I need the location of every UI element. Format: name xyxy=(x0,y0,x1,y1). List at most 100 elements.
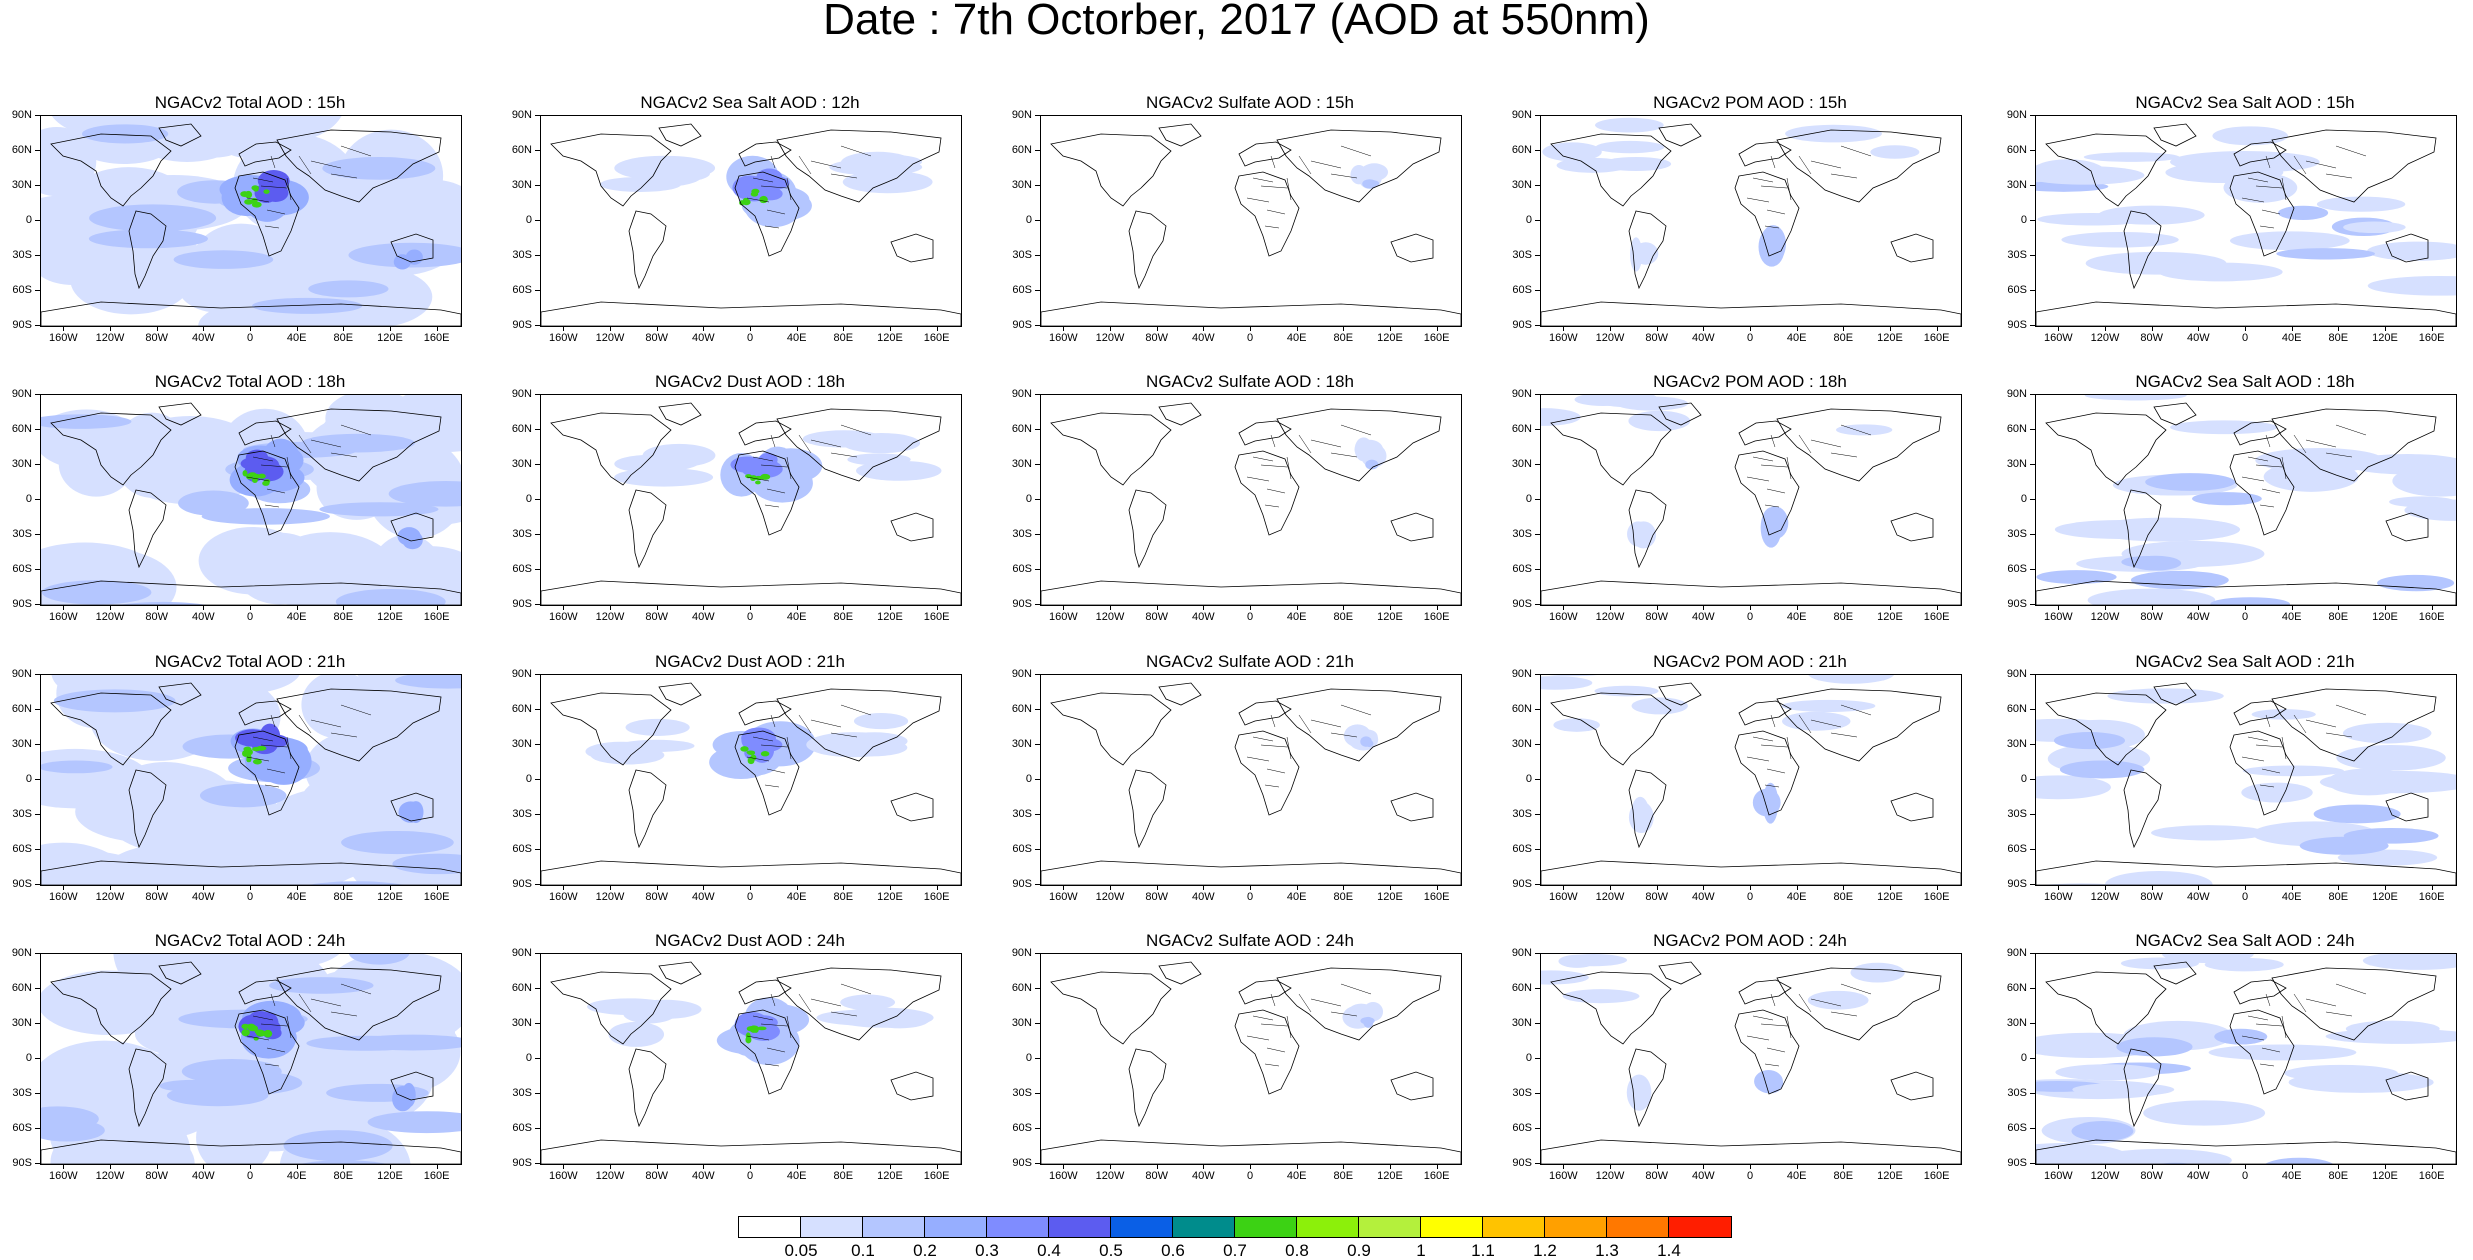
country-border xyxy=(1340,424,1372,436)
coastline xyxy=(1276,408,1442,482)
latitude-label: 30S xyxy=(2007,1087,2027,1099)
latitude-tick xyxy=(1535,394,1540,395)
country-border xyxy=(2255,1023,2283,1027)
longitude-tick xyxy=(1436,326,1438,331)
coastline xyxy=(1628,210,1667,290)
longitude-label: 40E xyxy=(286,891,307,903)
aod-patch xyxy=(335,588,446,605)
latitude-label: 30S xyxy=(1512,249,1532,261)
latitude-label: 0 xyxy=(2020,214,2027,226)
longitude-tick xyxy=(1703,1164,1705,1169)
country-border xyxy=(1746,476,1770,482)
map-frame xyxy=(40,953,462,1165)
country-border xyxy=(766,768,786,774)
country-border xyxy=(1310,439,1342,448)
latitude-tick xyxy=(535,185,540,186)
aod-patch xyxy=(2242,765,2344,777)
aod-patch xyxy=(744,745,767,761)
coastline xyxy=(390,1071,434,1101)
aod-patch xyxy=(2299,836,2389,855)
aod-patch xyxy=(841,732,908,751)
longitude-label: 40W xyxy=(2187,332,2210,344)
longitude-tick xyxy=(1436,605,1438,610)
longitude-tick xyxy=(2338,605,2340,610)
aod-patch xyxy=(2107,688,2224,704)
longitude-tick xyxy=(2151,326,2153,331)
longitude-label: 160E xyxy=(2418,891,2445,903)
longitude-tick xyxy=(796,605,798,610)
country-border xyxy=(266,209,286,215)
country-border xyxy=(298,714,312,734)
aod-patch xyxy=(1553,718,1600,732)
longitude-tick xyxy=(890,1164,891,1169)
country-border xyxy=(1746,756,1770,762)
aod-patch xyxy=(207,116,284,158)
colorbar-swatch xyxy=(1669,1217,1731,1237)
country-border xyxy=(2335,983,2367,995)
aod-map xyxy=(541,961,961,1164)
aod-patch xyxy=(756,168,783,186)
coastline xyxy=(2123,769,2162,849)
aod-patch xyxy=(749,1025,759,1033)
aod-patch xyxy=(2071,1120,2134,1142)
latitude-tick xyxy=(1535,325,1540,326)
colorbar-label: 1.1 xyxy=(1471,1241,1495,1260)
aod-patch xyxy=(1365,459,1379,470)
longitude-label: 0 xyxy=(1746,891,1754,903)
longitude-tick xyxy=(1296,1164,1298,1169)
longitude-tick xyxy=(390,326,391,331)
latitude-tick xyxy=(535,499,540,500)
longitude-label: 160W xyxy=(1548,1170,1578,1182)
coastline xyxy=(2045,133,2167,207)
longitude-tick xyxy=(1890,885,1891,890)
latitude-label: 60S xyxy=(12,284,32,296)
aod-patch xyxy=(253,473,260,479)
aod-patch xyxy=(348,954,410,965)
country-border xyxy=(2247,177,2269,183)
country-border xyxy=(1266,1047,1286,1053)
longitude-tick xyxy=(1843,1164,1845,1169)
latitude-tick xyxy=(2030,988,2035,989)
figure-title: Date : 7th Octorber, 2017 (AOD at 550nm) xyxy=(823,0,1650,44)
aod-patch xyxy=(2036,166,2145,185)
country-border xyxy=(310,719,342,728)
panel-title: NGACv2 Sulfate AOD : 15h xyxy=(1146,93,1354,112)
latitude-tick xyxy=(535,1058,540,1059)
aod-patch xyxy=(2037,213,2147,226)
coastline xyxy=(1776,129,1942,203)
country-border xyxy=(264,225,280,229)
coastline xyxy=(1276,129,1442,203)
aod-patch xyxy=(41,760,113,774)
country-border xyxy=(264,784,280,788)
latitude-tick xyxy=(1035,849,1040,850)
longitude-label: 40E xyxy=(2281,1170,2302,1182)
longitude-tick xyxy=(2291,605,2293,610)
latitude-tick xyxy=(1535,255,1540,256)
aod-patch xyxy=(2241,782,2313,803)
aod-patch xyxy=(2054,520,2186,539)
aod-patch xyxy=(590,745,665,765)
longitude-tick xyxy=(890,885,891,890)
country-border xyxy=(1764,225,1780,229)
country-border xyxy=(766,488,786,494)
latitude-tick xyxy=(1535,814,1540,815)
colorbar-swatch xyxy=(1359,1217,1421,1237)
longitude-label: 0 xyxy=(746,891,754,903)
latitude-tick xyxy=(1035,220,1040,221)
longitude-tick xyxy=(2245,885,2246,890)
latitude-label: 30N xyxy=(1011,1017,1032,1029)
longitude-label: 120W xyxy=(1095,611,1125,623)
coastline xyxy=(658,961,702,985)
country-border xyxy=(2325,173,2353,179)
aod-map xyxy=(1541,117,1961,326)
aod-map xyxy=(1041,123,1461,326)
colorbar-swatch xyxy=(1297,1217,1359,1237)
country-border xyxy=(266,1047,286,1053)
coastline xyxy=(50,133,172,207)
longitude-tick xyxy=(1936,1164,1938,1169)
longitude-tick xyxy=(890,605,891,610)
coastline xyxy=(1890,1071,1934,1101)
coastline xyxy=(658,402,702,426)
country-border xyxy=(1798,993,1812,1013)
latitude-tick xyxy=(1535,499,1540,500)
